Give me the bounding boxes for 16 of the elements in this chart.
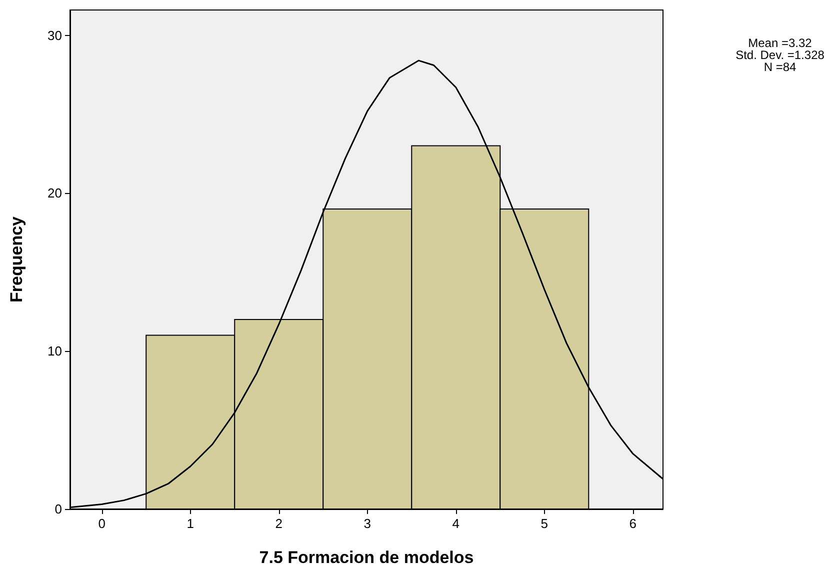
y-tick-label: 0 (54, 502, 62, 516)
x-tick-label: 5 (540, 516, 548, 531)
x-tick-label: 1 (186, 516, 194, 531)
x-axis-title: 7.5 Formacion de modelos (259, 548, 474, 567)
text: N =84 (764, 60, 796, 74)
text: Std. Dev. =1.328 (736, 48, 825, 62)
x-tick-label: 0 (98, 516, 106, 531)
x-tick-label: 4 (452, 516, 460, 531)
y-tick-label: 30 (48, 28, 62, 43)
y-tick-label: 20 (48, 186, 62, 201)
text: Mean =3.32 (748, 36, 812, 50)
x-tick-label: 3 (364, 516, 371, 531)
y-tick-label: 10 (48, 344, 62, 359)
x-tick-label: 6 (629, 516, 637, 531)
y-axis-title: Frequency (7, 216, 26, 302)
x-tick-label: 2 (275, 516, 282, 531)
